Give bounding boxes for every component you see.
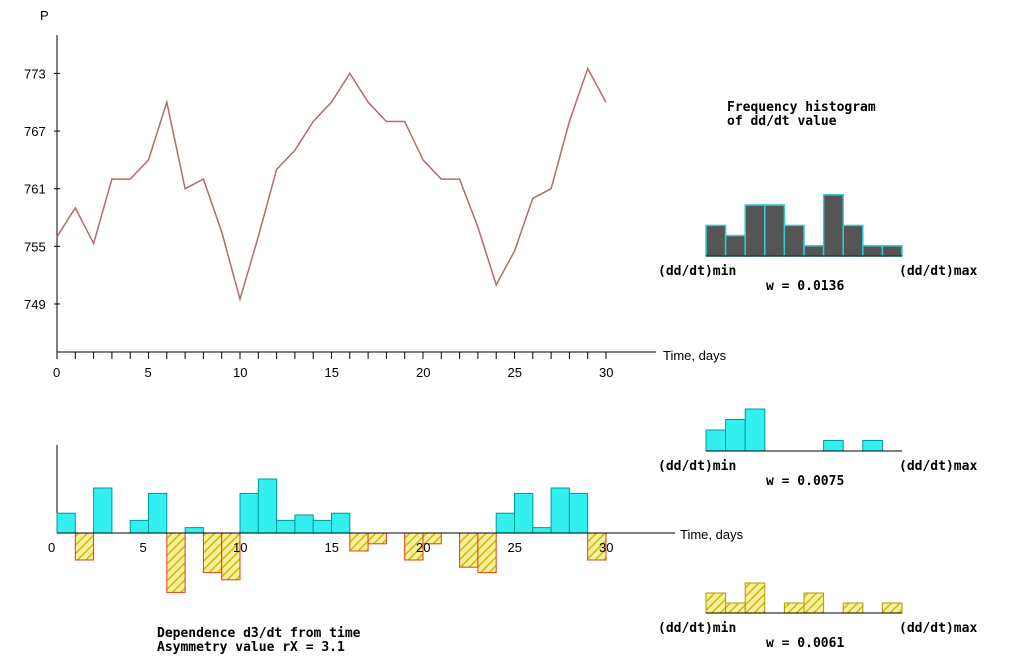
bottom-caption-line1: Dependence d3/dt from time [157, 626, 361, 641]
histogram-bar [822, 194, 844, 257]
negative-bar [74, 532, 95, 561]
positive-bar [312, 519, 333, 534]
histogram-bar [842, 224, 864, 257]
negative-bar [349, 532, 369, 552]
histogram-bar [725, 602, 746, 614]
negative-bar [166, 532, 186, 593]
histogram-bar [705, 224, 727, 257]
histogram-bar [744, 582, 766, 614]
histogram-2-max-label: (dd/dt)max [899, 459, 977, 474]
positive-bar [550, 487, 570, 534]
top-x-tick-label: 10 [233, 365, 247, 380]
top-y-axis-label: P [40, 8, 49, 23]
bottom-x-axis-label: Time, days [680, 527, 744, 542]
histogram-bar [705, 592, 727, 614]
histogram-bar [862, 440, 883, 452]
histogram-bar [842, 602, 864, 614]
histogram-bar [881, 245, 903, 257]
bottom-x-tick-label: 30 [599, 540, 613, 555]
positive-bar [257, 478, 278, 534]
histogram-bar [862, 245, 884, 257]
histogram-bar [783, 224, 805, 257]
histogram-1-w-label: w = 0.0136 [766, 279, 844, 294]
histogram-bar [725, 419, 746, 452]
positive-bar [239, 492, 259, 534]
top-x-axis-label: Time, days [663, 348, 727, 363]
top-y-tick-label: 761 [24, 182, 46, 197]
positive-bar [184, 527, 204, 534]
histogram-bar [764, 204, 786, 257]
histogram-bar [783, 602, 805, 614]
derivative-bar-chart: 0 5 10 15 20 25 30 Time, days Dependence d3/dt… [48, 445, 744, 655]
histogram-bar [744, 408, 766, 452]
histogram-1-max-label: (dd/dt)max [899, 264, 977, 279]
bottom-x-tick-label: 0 [48, 540, 55, 555]
histogram-bar [744, 204, 766, 257]
positive-bar [56, 512, 76, 534]
histogram-bar [881, 602, 903, 614]
histogram-2: (dd/dt)min (dd/dt)max w = 0.0075 [658, 408, 977, 489]
histogram-2-min-label: (dd/dt)min [658, 459, 736, 474]
top-x-tick-label: 0 [53, 365, 60, 380]
bottom-x-tick-label: 5 [140, 540, 147, 555]
positive-bar [495, 512, 516, 534]
bottom-x-tick-label: 20 [416, 540, 430, 555]
top-x-tick-label: 30 [599, 365, 613, 380]
positive-bar [331, 512, 351, 534]
histogram-bar [803, 245, 825, 257]
top-x-tick-label: 20 [416, 365, 430, 380]
bottom-x-tick-label: 10 [233, 540, 247, 555]
histogram-bar [803, 592, 825, 614]
positive-bar [514, 492, 534, 534]
positive-bar [532, 527, 552, 534]
negative-bar [367, 532, 387, 545]
histogram-bar [705, 429, 727, 452]
histogram-2-w-label: w = 0.0075 [766, 474, 844, 489]
top-x-tick-label: 5 [145, 365, 152, 380]
top-x-tick-label: 15 [325, 365, 339, 380]
price-series-line [56, 66, 607, 302]
negative-bar [459, 532, 479, 568]
top-y-tick-label: 755 [24, 239, 46, 254]
price-line-chart: P Time, days 773 767 761 755 749 0 5 10 15 20 25 3… [24, 8, 727, 380]
top-y-tick-label: 773 [24, 66, 46, 81]
histogram-bar [823, 440, 844, 452]
positive-bar [129, 519, 149, 534]
top-y-tick-label: 767 [24, 124, 46, 139]
top-x-tick-label: 25 [508, 365, 522, 380]
top-y-tick-label: 749 [24, 297, 46, 312]
positive-bar [93, 487, 113, 534]
histogram-3-max-label: (dd/dt)max [899, 621, 977, 636]
positive-bar [568, 492, 589, 534]
histogram-3-min-label: (dd/dt)min [658, 621, 736, 636]
bottom-x-tick-label: 15 [325, 540, 339, 555]
positive-bar [294, 514, 314, 534]
histogram-3-w-label: w = 0.0061 [766, 636, 844, 651]
negative-bar [202, 532, 223, 574]
bottom-x-tick-label: 25 [508, 540, 522, 555]
positive-bar [276, 519, 296, 534]
histogram-1: Frequency histogram of dd/dt value (dd/d… [658, 100, 977, 294]
bottom-caption-line2: Asymmetry value rX = 3.1 [157, 640, 345, 655]
histogram-bar [724, 234, 746, 257]
histogram-1-min-label: (dd/dt)min [658, 264, 736, 279]
histogram-title-line1: Frequency histogram [727, 100, 876, 115]
negative-bar [477, 532, 497, 574]
histogram-title-line2: of dd/dt value [727, 114, 837, 129]
histogram-3: (dd/dt)min (dd/dt)max w = 0.0061 [658, 582, 977, 651]
positive-bar [148, 492, 168, 534]
